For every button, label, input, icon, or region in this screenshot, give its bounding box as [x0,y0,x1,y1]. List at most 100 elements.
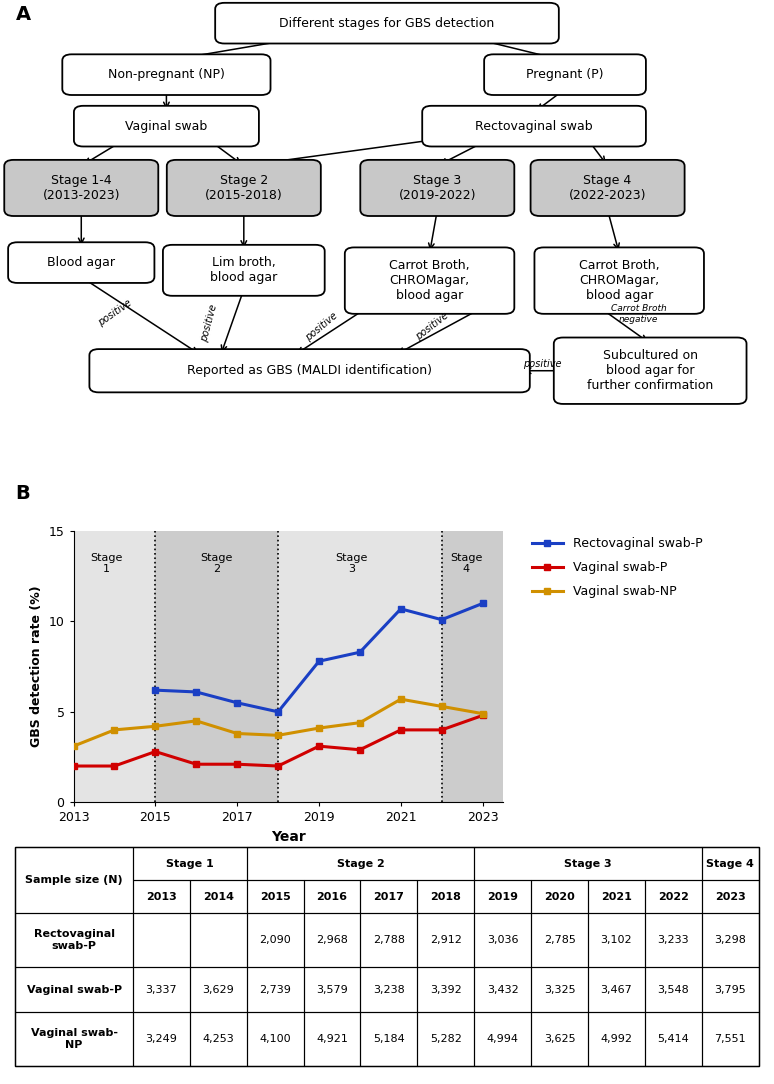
Text: 5,414: 5,414 [657,1034,689,1044]
Text: Different stages for GBS detection: Different stages for GBS detection [279,16,495,29]
Text: 5,184: 5,184 [373,1034,405,1044]
Text: positive: positive [96,298,133,328]
Text: Vaginal swab: Vaginal swab [125,119,207,132]
Text: 2021: 2021 [601,892,632,902]
Bar [474,1012,531,1067]
Text: 2022: 2022 [658,892,689,902]
Bar [442,531,503,802]
Text: 7,551: 7,551 [714,1034,746,1044]
Text: 3,548: 3,548 [657,984,689,995]
FancyBboxPatch shape [74,106,259,146]
Bar [474,880,531,913]
Text: 3,392: 3,392 [430,984,461,995]
Y-axis label: GBS detection rate (%): GBS detection rate (%) [30,585,43,748]
Bar [361,880,417,913]
Text: 2015: 2015 [260,892,290,902]
Bar [190,1012,247,1067]
Bar [190,967,247,1012]
Text: Carrot Broth,
CHROMagar,
blood agar: Carrot Broth, CHROMagar, blood agar [389,259,470,302]
Text: Carrot Broth,
CHROMagar,
blood agar: Carrot Broth, CHROMagar, blood agar [579,259,659,302]
Text: 2020: 2020 [544,892,575,902]
Text: 3,325: 3,325 [544,984,575,995]
Bar [303,967,361,1012]
Bar [702,967,759,1012]
Text: 2,090: 2,090 [259,935,291,945]
Text: positive: positive [199,304,219,344]
Text: 4,100: 4,100 [259,1034,291,1044]
Text: 2,785: 2,785 [543,935,576,945]
Text: Non-pregnant (NP): Non-pregnant (NP) [108,68,225,81]
Bar [531,967,588,1012]
FancyBboxPatch shape [485,54,646,95]
Bar [247,847,474,880]
Text: Stage
2: Stage 2 [200,553,233,575]
Text: Vaginal swab-
NP: Vaginal swab- NP [31,1029,118,1050]
Text: Sample size (N): Sample size (N) [26,875,123,886]
Text: 2,788: 2,788 [373,935,405,945]
Bar [474,913,531,967]
Bar [15,913,133,967]
Bar [702,913,759,967]
FancyBboxPatch shape [531,159,684,216]
Text: Subcultured on
blood agar for
further confirmation: Subcultured on blood agar for further co… [587,349,714,392]
Text: positive: positive [303,311,339,344]
Bar [133,967,190,1012]
Text: 2,968: 2,968 [316,935,348,945]
FancyBboxPatch shape [423,106,646,146]
FancyBboxPatch shape [345,247,514,314]
FancyBboxPatch shape [5,159,158,216]
Text: 3,102: 3,102 [601,935,632,945]
Text: Reported as GBS (MALDI identification): Reported as GBS (MALDI identification) [187,364,432,377]
Text: Pregnant (P): Pregnant (P) [526,68,604,81]
Bar [15,967,133,1012]
X-axis label: Year: Year [271,829,306,843]
Bar [588,913,645,967]
Text: Stage 4: Stage 4 [707,859,754,868]
Text: 3,795: 3,795 [714,984,746,995]
Text: 4,253: 4,253 [202,1034,234,1044]
Bar [278,531,442,802]
Bar [361,913,417,967]
Text: 2,739: 2,739 [259,984,291,995]
Text: Stage 3
(2019-2022): Stage 3 (2019-2022) [399,173,476,202]
Text: 2019: 2019 [487,892,518,902]
Text: Stage 1: Stage 1 [166,859,214,868]
FancyBboxPatch shape [553,337,746,404]
Bar [645,880,702,913]
Text: 2023: 2023 [715,892,745,902]
Bar [133,847,247,880]
Bar [303,913,361,967]
Bar [417,967,474,1012]
Bar [15,847,133,913]
Bar [417,913,474,967]
Text: Lim broth,
blood agar: Lim broth, blood agar [211,256,277,284]
FancyBboxPatch shape [163,245,325,296]
Bar [588,1012,645,1067]
FancyBboxPatch shape [167,159,320,216]
Bar [645,913,702,967]
Bar [361,1012,417,1067]
Bar [133,880,190,913]
Bar [190,913,247,967]
FancyBboxPatch shape [90,349,530,392]
Bar [133,913,190,967]
Text: 3,629: 3,629 [202,984,234,995]
Bar [190,880,247,913]
Bar [474,967,531,1012]
Text: 4,921: 4,921 [316,1034,348,1044]
FancyBboxPatch shape [62,54,271,95]
Text: 2017: 2017 [374,892,404,902]
Text: A: A [15,5,31,24]
Bar [247,1012,303,1067]
Text: Stage 1-4
(2013-2023): Stage 1-4 (2013-2023) [43,173,120,202]
Text: Stage 2
(2015-2018): Stage 2 (2015-2018) [205,173,283,202]
Bar [247,880,303,913]
Text: 3,233: 3,233 [658,935,689,945]
Bar [645,967,702,1012]
Bar [702,847,759,880]
Text: Rectovaginal
swab-P: Rectovaginal swab-P [33,929,115,951]
Text: 3,337: 3,337 [146,984,177,995]
Text: Stage
4: Stage 4 [450,553,482,575]
Text: Stage 3: Stage 3 [564,859,611,868]
Text: Stage
3: Stage 3 [336,553,368,575]
